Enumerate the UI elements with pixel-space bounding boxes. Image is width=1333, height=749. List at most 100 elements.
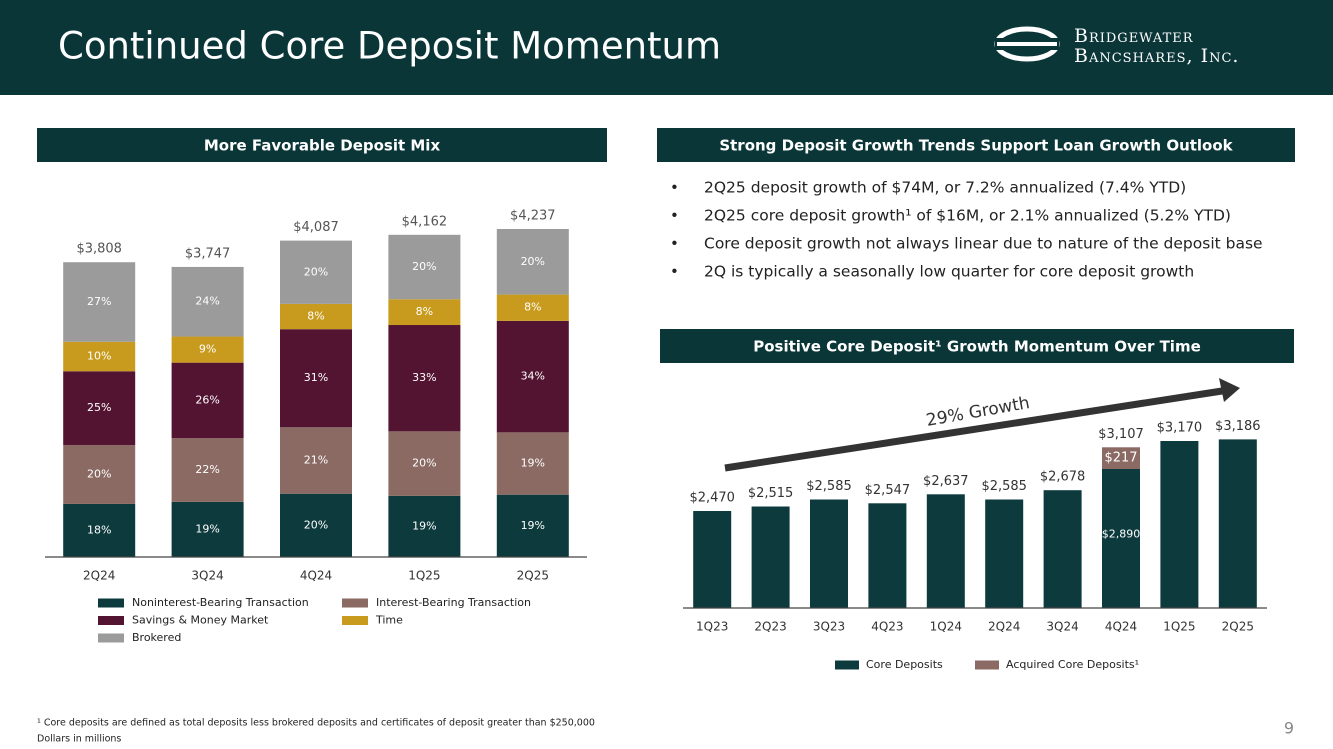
logo-line: Bancshares, Inc. <box>1074 45 1239 67</box>
data-label: 8% <box>416 305 433 318</box>
x-tick-label: 4Q23 <box>871 620 903 634</box>
data-label: 8% <box>524 301 541 314</box>
bar-segment <box>1102 469 1140 608</box>
data-label: 20% <box>521 255 545 268</box>
bar-segment <box>171 266 244 337</box>
data-label: $2,515 <box>748 486 794 501</box>
bullet-dot: • <box>670 263 679 281</box>
legend-swatch <box>98 616 124 625</box>
legend-label: Time <box>375 614 403 627</box>
data-label: 8% <box>307 310 324 323</box>
bullet-text: 2Q25 core deposit growth¹ of $16M, or 2.… <box>704 207 1231 225</box>
bar-segment <box>496 320 569 433</box>
data-label: 19% <box>412 519 436 532</box>
data-label: 21% <box>304 454 328 467</box>
data-label: 20% <box>304 265 328 278</box>
legend-label: Noninterest-Bearing Transaction <box>132 596 309 609</box>
bullet-text: 2Q is typically a seasonally low quarter… <box>704 263 1194 281</box>
bar-segment <box>1218 439 1257 608</box>
bar-segment <box>926 494 965 608</box>
bar-segment <box>868 503 907 608</box>
data-label: $217 <box>1104 451 1137 466</box>
legend-label: Interest-Bearing Transaction <box>376 596 531 609</box>
bullet-text: Core deposit growth not always linear du… <box>704 235 1263 253</box>
legend-label: Brokered <box>132 631 181 644</box>
bar-segment <box>171 336 244 363</box>
data-label: 22% <box>195 463 219 476</box>
data-label: 27% <box>87 295 111 308</box>
data-label: 20% <box>412 457 436 470</box>
x-tick-label: 3Q24 <box>191 569 223 583</box>
data-label: $3,170 <box>1157 421 1203 436</box>
data-label: $2,585 <box>806 479 852 494</box>
data-label: $2,678 <box>1040 470 1086 485</box>
bullet-dot: • <box>670 179 679 197</box>
bar-segment <box>280 240 352 304</box>
x-tick-label: 4Q24 <box>300 569 332 583</box>
x-tick-label: 1Q23 <box>696 620 728 634</box>
bar-segment <box>388 431 461 496</box>
bar-segment <box>751 506 790 608</box>
x-tick-label: 3Q24 <box>1046 620 1078 634</box>
data-label: $2,470 <box>689 491 735 506</box>
data-label: 9% <box>199 343 216 356</box>
footnote: ¹ Core deposits are defined as total dep… <box>37 718 595 729</box>
data-label: 31% <box>304 371 328 384</box>
bar-segment <box>171 501 244 557</box>
data-label: 10% <box>87 350 111 363</box>
data-label: 33% <box>412 371 436 384</box>
panel-title: Strong Deposit Growth Trends Support Loa… <box>719 137 1233 155</box>
bar-segment <box>496 294 569 321</box>
x-tick-label: 2Q25 <box>517 569 549 583</box>
total-label: $3,747 <box>185 246 231 261</box>
total-label: $3,808 <box>76 242 122 257</box>
bar-segment <box>280 493 352 557</box>
legend-swatch <box>98 633 124 643</box>
data-label: 26% <box>195 393 219 406</box>
x-tick-label: 1Q25 <box>1163 620 1195 634</box>
data-label: 19% <box>195 522 219 535</box>
bar-segment <box>693 511 732 608</box>
x-tick-label: 2Q23 <box>754 620 786 634</box>
bar-segment <box>63 503 136 557</box>
total-label: $4,237 <box>510 209 556 224</box>
data-label: 19% <box>521 519 545 532</box>
total-label: $4,162 <box>402 214 448 229</box>
x-tick-label: 2Q24 <box>83 569 115 583</box>
bar-segment <box>280 303 352 330</box>
data-label: 20% <box>304 518 328 531</box>
panel-title: Positive Core Deposit¹ Growth Momentum O… <box>753 338 1201 356</box>
data-label: 19% <box>521 457 545 470</box>
bar-segment <box>388 299 461 326</box>
data-label: 24% <box>195 295 219 308</box>
panel-title-bar <box>660 329 1294 363</box>
bar-segment <box>171 438 244 502</box>
x-tick-label: 4Q24 <box>1105 620 1137 634</box>
bar-segment <box>496 432 569 495</box>
bar-segment <box>280 329 352 428</box>
panel-title-bar <box>657 128 1295 162</box>
logo-line: Bridgewater <box>1074 25 1194 47</box>
data-label: $2,547 <box>865 483 911 498</box>
bar-segment <box>1102 447 1140 469</box>
legend-swatch <box>342 598 368 608</box>
header-bar <box>0 0 1333 95</box>
footnote: Dollars in millions <box>37 734 121 745</box>
bar-segment <box>1043 490 1082 608</box>
legend-swatch <box>835 660 859 670</box>
panel-title: More Favorable Deposit Mix <box>204 137 441 155</box>
bar-segment <box>985 499 1024 608</box>
legend-label: Core Deposits <box>866 658 943 671</box>
data-label: $2,637 <box>923 474 969 489</box>
bullet-text: 2Q25 deposit growth of $74M, or 7.2% ann… <box>704 179 1186 197</box>
total-label: $4,087 <box>293 220 339 235</box>
panel-title-bar <box>37 128 607 162</box>
bullet-dot: • <box>670 235 679 253</box>
legend-swatch <box>98 598 124 608</box>
legend-label: Acquired Core Deposits¹ <box>1006 658 1139 671</box>
bar-segment <box>388 495 461 557</box>
data-label: 25% <box>87 401 111 414</box>
growth-arrow-head <box>1219 378 1240 402</box>
legend-label: Savings & Money Market <box>132 614 269 627</box>
